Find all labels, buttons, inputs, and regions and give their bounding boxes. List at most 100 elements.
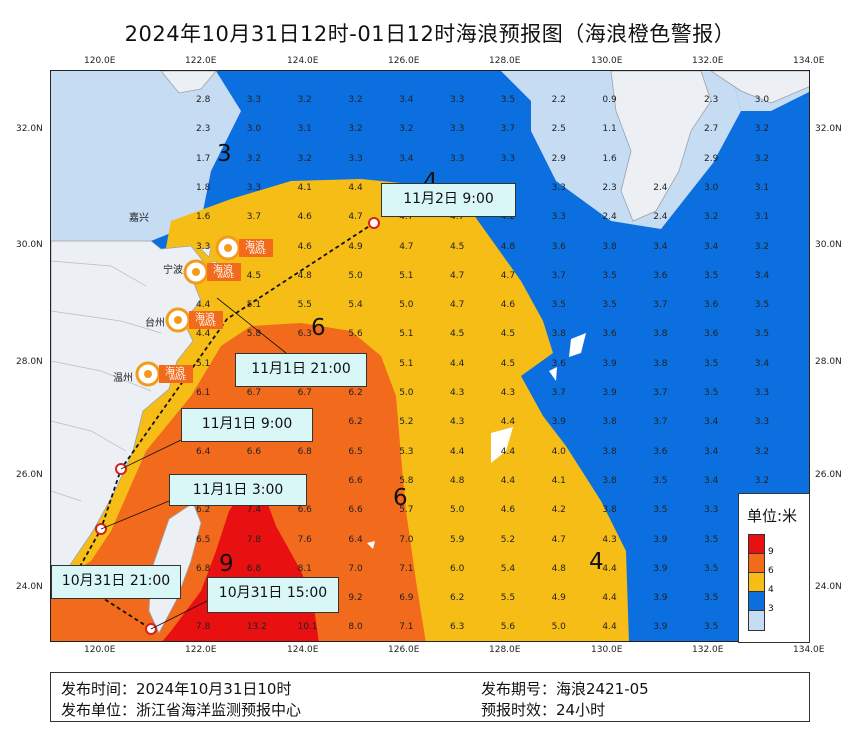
typhoon-position-icon — [145, 623, 157, 635]
wave-value: 3.4 — [704, 446, 719, 457]
wave-value: 3.8 — [602, 446, 617, 457]
wave-value: 3.8 — [602, 505, 617, 516]
forecast-callout-5: 10月31日 21:00 — [51, 565, 181, 599]
legend-title: 单位:米 — [747, 507, 798, 525]
x-tick-label: 126.0E — [388, 645, 420, 655]
wave-value: 3.3 — [348, 153, 363, 164]
wave-value: 4.3 — [602, 534, 617, 545]
wave-badge-3: 海浪 WAVE — [165, 307, 225, 337]
wave-value: 3.6 — [653, 446, 668, 457]
legend: 单位:米 9 6 4 3 — [738, 493, 810, 643]
wave-value: 3.2 — [348, 95, 363, 105]
wave-value: 0.9 — [602, 95, 617, 105]
zone-below-3m-west — [51, 71, 241, 241]
wave-value: 4.7 — [399, 241, 414, 252]
issue-label: 发布期号： — [481, 680, 557, 698]
wave-value: 3.5 — [704, 358, 719, 369]
wave-value: 4.7 — [450, 300, 465, 311]
wave-value: 3.5 — [602, 300, 617, 311]
wave-value: 3.7 — [653, 417, 668, 428]
wave-value: 7.1 — [399, 622, 414, 633]
publisher-label: 发布单位： — [61, 701, 137, 719]
wave-value: 13.2 — [246, 622, 267, 633]
x-tick-label: 128.0E — [489, 645, 521, 655]
y-tick-label: 28.0N — [16, 357, 43, 367]
wave-value: 6.0 — [450, 563, 465, 574]
wave-value: 3.6 — [551, 358, 566, 369]
wave-value: 5.8 — [246, 329, 262, 340]
wave-value: 3.2 — [297, 95, 312, 105]
place-taizhou: 台州 — [145, 318, 165, 329]
wave-value: 3.1 — [297, 124, 312, 135]
wave-value: 3.5 — [500, 95, 516, 105]
wave-value: 5.5 — [500, 593, 516, 604]
wave-value: 3.5 — [602, 270, 617, 281]
wave-value: 8.0 — [348, 622, 363, 633]
wave-value: 4.8 — [297, 270, 312, 281]
wave-value: 4.7 — [450, 270, 465, 281]
x-tick-label: 124.0E — [287, 56, 319, 66]
place-jiaxing: 嘉兴 — [129, 213, 149, 224]
wave-value: 3.5 — [551, 300, 566, 311]
wave-value: 3.4 — [399, 95, 414, 105]
wave-value: 2.4 — [653, 182, 668, 193]
wave-value: 3.9 — [602, 358, 617, 369]
wave-value: 6.8 — [196, 563, 211, 574]
wave-value: 5.5 — [297, 300, 312, 311]
legend-label: 3 — [768, 604, 774, 614]
wave-value: 4.4 — [500, 475, 516, 486]
forecast-callout-2: 11月1日 21:00 — [235, 353, 367, 387]
wave-value: 6.2 — [196, 505, 211, 516]
wave-value: 3.0 — [246, 124, 262, 135]
china-land — [51, 240, 204, 587]
publish-time-label: 发布时间： — [61, 680, 137, 698]
typhoon-position-icon — [95, 523, 107, 535]
wave-value: 3.9 — [653, 593, 668, 604]
wave-logo-icon — [135, 361, 193, 387]
forecast-callout-1: 11月2日 9:00 — [381, 183, 516, 217]
wave-logo-icon — [165, 307, 223, 333]
y-tick-label: 26.0N — [815, 470, 842, 480]
wave-logo-icon — [215, 235, 273, 261]
wave-value: 4.2 — [551, 505, 566, 516]
wave-value: 3.6 — [602, 329, 617, 340]
wave-value: 3.0 — [704, 182, 719, 193]
wave-value: 3.3 — [754, 417, 770, 428]
wave-value: 6.6 — [348, 505, 363, 516]
wave-value: 5.8 — [399, 475, 414, 486]
wave-value: 3.4 — [704, 417, 719, 428]
wave-value: 3.5 — [704, 593, 719, 604]
publish-time: 发布时间：2024年10月31日10时 — [61, 678, 291, 699]
publish-time-value: 2024年10月31日10时 — [136, 680, 292, 698]
wave-value: 3.5 — [704, 563, 719, 574]
wave-value: 3.2 — [754, 153, 770, 164]
wave-value: 3.6 — [551, 241, 566, 252]
wave-value: 5.9 — [450, 534, 465, 545]
wave-value: 3.6 — [653, 270, 668, 281]
okinawa-island — [569, 333, 586, 357]
x-tick-label: 124.0E — [287, 645, 319, 655]
wave-value: 3.2 — [246, 153, 262, 164]
wave-value: 3.4 — [653, 241, 668, 252]
wave-value: 6.6 — [297, 505, 312, 516]
wave-badge-sub: WAVE — [199, 321, 217, 328]
wave-value: 5.4 — [348, 300, 363, 311]
wave-value: 4.4 — [602, 563, 617, 574]
publisher-value: 浙江省海洋监测预报中心 — [136, 701, 302, 719]
legend-swatch — [748, 591, 765, 612]
wave-value: 4.5 — [450, 241, 465, 252]
wave-value: 4.5 — [500, 358, 516, 369]
wave-value: 3.3 — [704, 505, 719, 516]
wave-value: 3.2 — [754, 475, 770, 486]
zone-label-6-north: 6 — [311, 315, 326, 341]
wave-value: 4.4 — [348, 182, 363, 193]
y-tick-label: 24.0N — [815, 582, 842, 592]
wave-badge-text: 海浪 — [195, 313, 215, 324]
wave-value: 2.5 — [551, 124, 566, 135]
wave-zones-svg — [51, 71, 809, 641]
wave-value: 3.5 — [704, 622, 719, 633]
island-c — [367, 541, 375, 549]
wave-value: 3.2 — [348, 124, 363, 135]
wave-value: 4.1 — [551, 475, 566, 486]
forecast-callout-4: 11月1日 3:00 — [169, 474, 307, 506]
